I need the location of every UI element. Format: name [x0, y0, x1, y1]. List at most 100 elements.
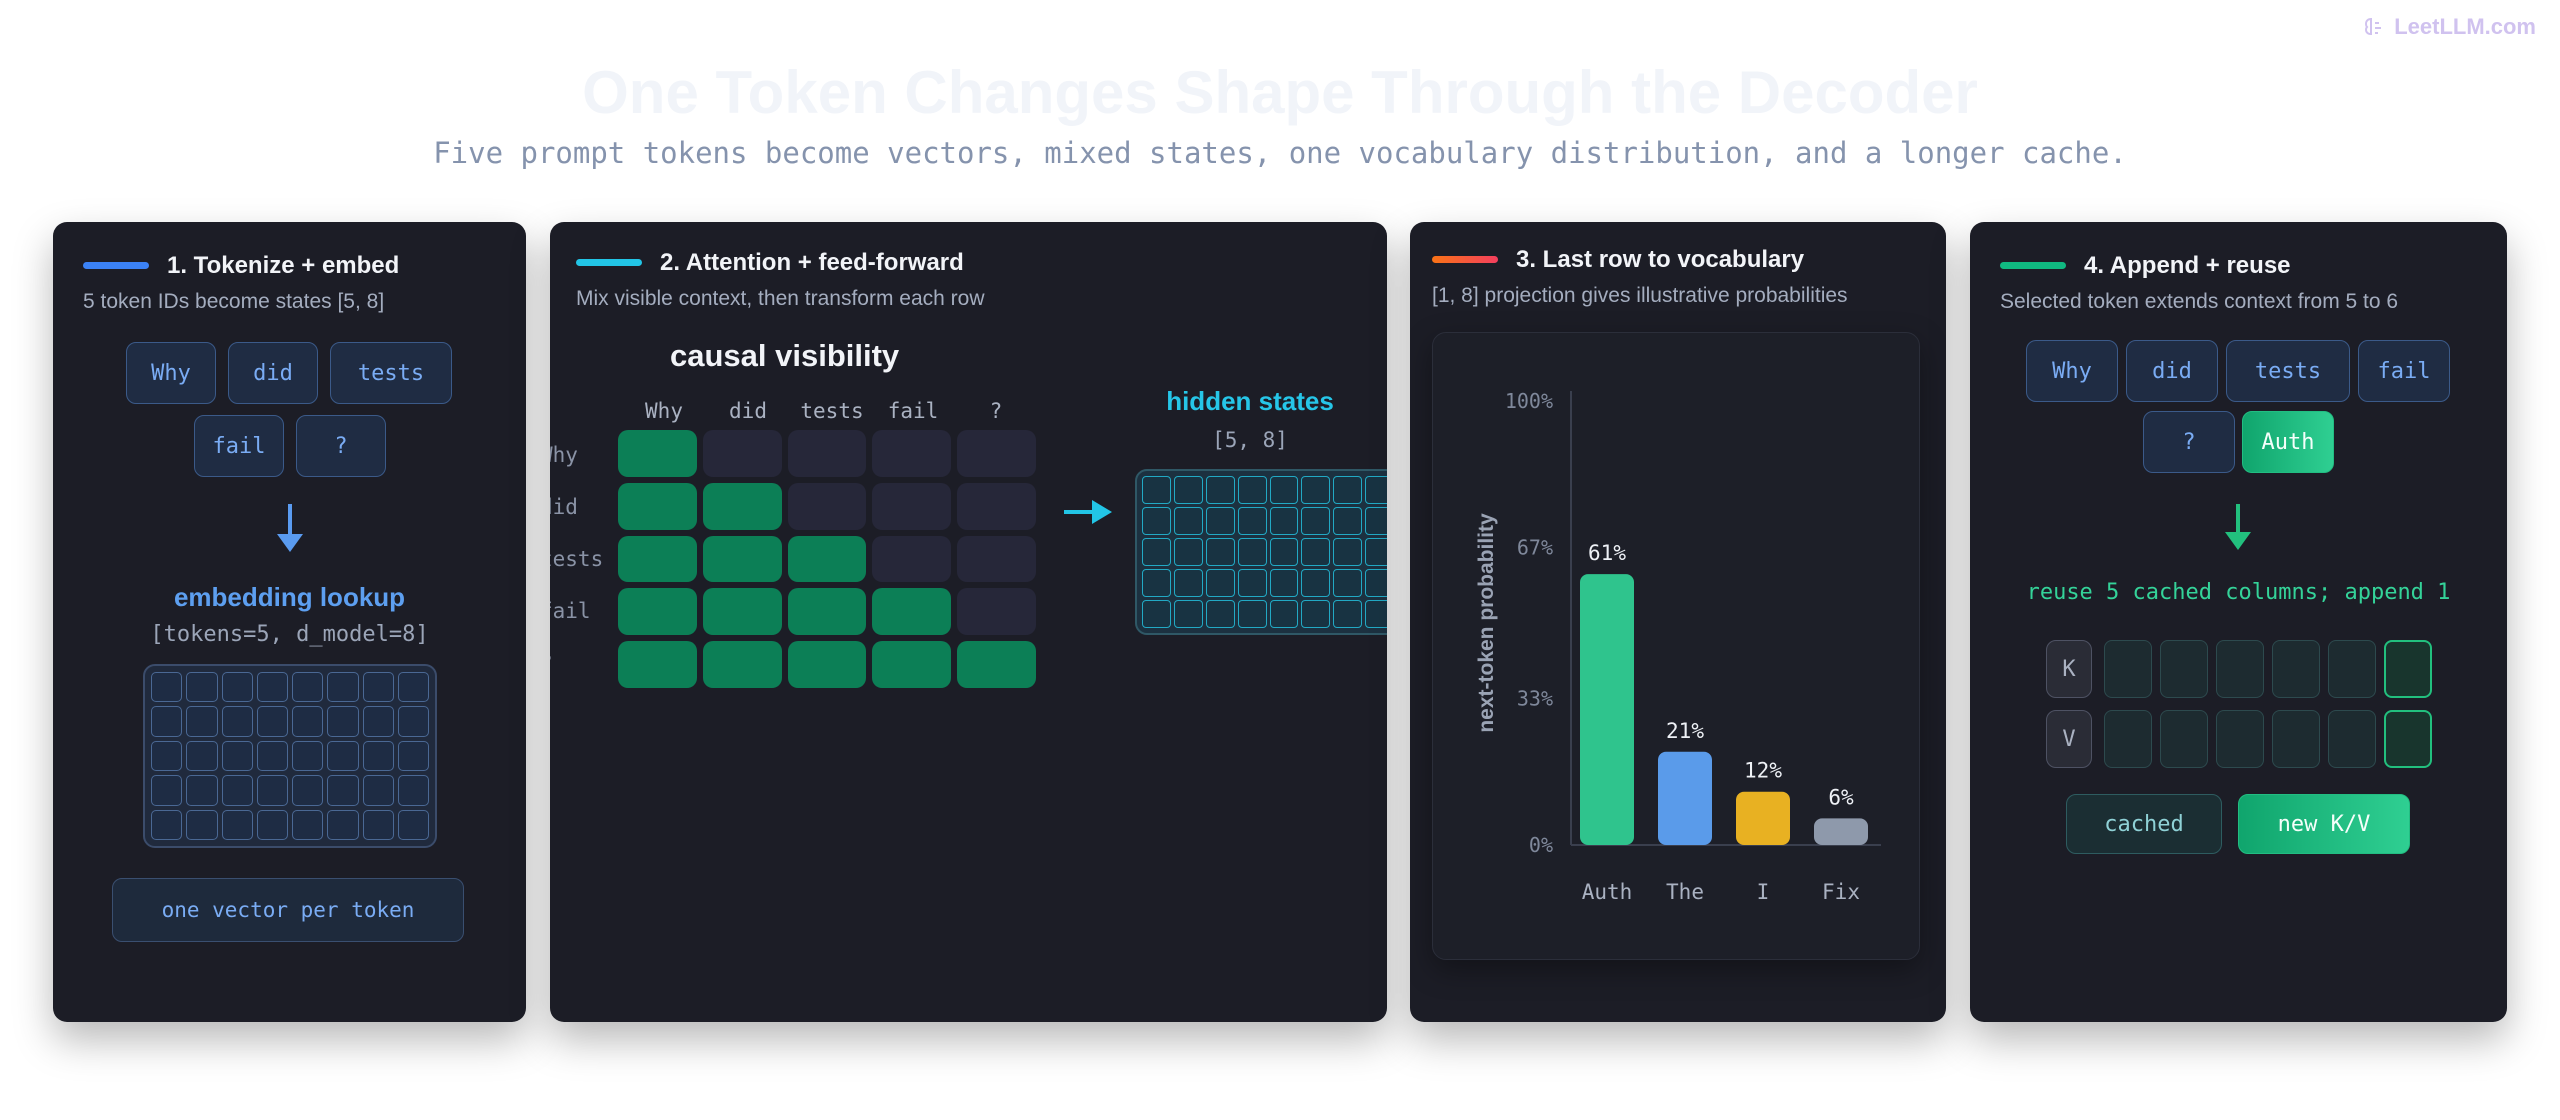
- token-chip: fail: [194, 415, 284, 477]
- hidden-state-cell: [1173, 476, 1203, 504]
- hidden-state-cell: [1237, 600, 1267, 628]
- y-tick-label: 0%: [1529, 833, 1553, 857]
- column-label: tests: [800, 399, 864, 423]
- embedding-cell: [327, 809, 359, 840]
- hidden-state-cell: [1301, 538, 1331, 566]
- k-row-label: K: [2046, 640, 2092, 698]
- token-chip: ?: [2143, 411, 2235, 473]
- embedding-cell: [397, 672, 429, 703]
- visible-cell: [787, 588, 867, 636]
- masked-cell: [787, 482, 867, 530]
- embedding-cell: [327, 775, 359, 806]
- brand-name: LeetLLM.com: [2394, 14, 2536, 39]
- hidden-state-cell: [1173, 569, 1203, 597]
- causal-visibility-title: causal visibility: [670, 338, 900, 373]
- cached-kv-cell: [2160, 710, 2208, 768]
- embedding-shape: [tokens=5, d_model=8]: [150, 622, 429, 647]
- hidden-state-cell: [1365, 476, 1387, 504]
- embedding-cell: [362, 672, 394, 703]
- down-arrow-icon: [277, 504, 303, 552]
- page-title: One Token Changes Shape Through the Deco…: [582, 59, 1978, 126]
- hidden-state-cell: [1142, 476, 1171, 504]
- embedding-cell: [292, 672, 324, 703]
- row-label: tests: [550, 547, 604, 571]
- new-kv-cell: [2384, 640, 2432, 698]
- token-chip: tests: [2226, 340, 2350, 402]
- step3-accent: [1432, 256, 1498, 263]
- hidden-state-cell: [1142, 507, 1171, 535]
- bar-value-label: 12%: [1744, 759, 1782, 783]
- embedding-cell: [362, 775, 394, 806]
- embedding-cell: [151, 672, 183, 703]
- embedding-cell: [221, 809, 253, 840]
- embedding-cell: [327, 672, 359, 703]
- y-axis-label: next-token probability: [1475, 513, 1498, 733]
- embedding-cell: [292, 706, 324, 737]
- hidden-state-cell: [1301, 476, 1331, 504]
- embedding-cell: [221, 672, 253, 703]
- step1-accent: [83, 262, 149, 269]
- hidden-state-cell: [1333, 507, 1363, 535]
- masked-cell: [872, 430, 952, 477]
- panel3-title: 3. Last row to vocabulary: [1516, 246, 1805, 273]
- panel2-title: 2. Attention + feed-forward: [660, 249, 964, 276]
- hidden-state-cell: [1173, 600, 1203, 628]
- panel-vocabulary: 3. Last row to vocabulary [1, 8] project…: [1410, 222, 1946, 1022]
- cached-kv-cell: [2216, 640, 2264, 698]
- token-chip: Why: [2026, 340, 2118, 402]
- visible-cell: [957, 641, 1036, 688]
- y-tick-label: 100%: [1505, 389, 1553, 413]
- hidden-state-cell: [1142, 569, 1171, 597]
- masked-cell: [872, 535, 952, 583]
- hidden-state-cell: [1205, 476, 1235, 504]
- row-label: fail: [550, 599, 591, 623]
- cached-legend: cached: [2066, 794, 2222, 854]
- down-arrow-icon: [2225, 504, 2251, 550]
- hidden-state-cell: [1237, 538, 1267, 566]
- visible-cell: [702, 535, 782, 583]
- hidden-state-cell: [1142, 538, 1171, 566]
- step4-accent: [2000, 262, 2066, 269]
- masked-cell: [787, 430, 867, 477]
- probability-bar: [1580, 574, 1634, 845]
- panel-append-reuse: 4. Append + reuse Selected token extends…: [1970, 222, 2507, 1022]
- embedding-cell: [186, 706, 218, 737]
- token-chip: did: [228, 342, 318, 404]
- hidden-state-cell: [1269, 600, 1299, 628]
- category-label: Fix: [1822, 880, 1860, 904]
- cached-kv-cell: [2328, 710, 2376, 768]
- hidden-state-cell: [1173, 507, 1203, 535]
- cached-kv-cell: [2272, 710, 2320, 768]
- token-chip: ?: [296, 415, 386, 477]
- visible-cell: [872, 641, 952, 688]
- visible-cell: [702, 588, 782, 636]
- embedding-cell: [397, 775, 429, 806]
- visible-cell: [702, 641, 782, 688]
- hidden-state-cell: [1269, 569, 1299, 597]
- masked-cell: [957, 535, 1036, 583]
- embedding-cell: [256, 775, 288, 806]
- brand-logo[interactable]: LeetLLM.com: [2362, 14, 2536, 40]
- embedding-cell: [292, 740, 324, 772]
- hidden-state-cell: [1205, 569, 1235, 597]
- embedding-cell: [397, 809, 429, 840]
- embedding-cell: [151, 775, 183, 806]
- new-kv-legend: new K/V: [2238, 794, 2410, 854]
- causal-visibility-matrix: [618, 430, 1036, 688]
- token-chip: tests: [330, 342, 452, 404]
- hidden-state-cell: [1173, 538, 1203, 566]
- masked-cell: [872, 482, 952, 530]
- hidden-state-cell: [1365, 507, 1387, 535]
- masked-cell: [702, 430, 782, 477]
- embedding-cell: [397, 706, 429, 737]
- bar-value-label: 21%: [1666, 719, 1704, 743]
- hidden-state-cell: [1205, 507, 1235, 535]
- hidden-state-cell: [1301, 507, 1331, 535]
- v-row-label: V: [2046, 710, 2092, 768]
- embedding-cell: [186, 775, 218, 806]
- page-subtitle: Five prompt tokens become vectors, mixed…: [433, 136, 2127, 170]
- visible-cell: [618, 535, 697, 583]
- embedding-lookup-title: embedding lookup: [173, 582, 406, 612]
- hidden-states-title: hidden states: [1166, 386, 1334, 416]
- probability-chart: 0% 33% 67% 100% next-token probability 61% Aut…: [1475, 389, 1881, 904]
